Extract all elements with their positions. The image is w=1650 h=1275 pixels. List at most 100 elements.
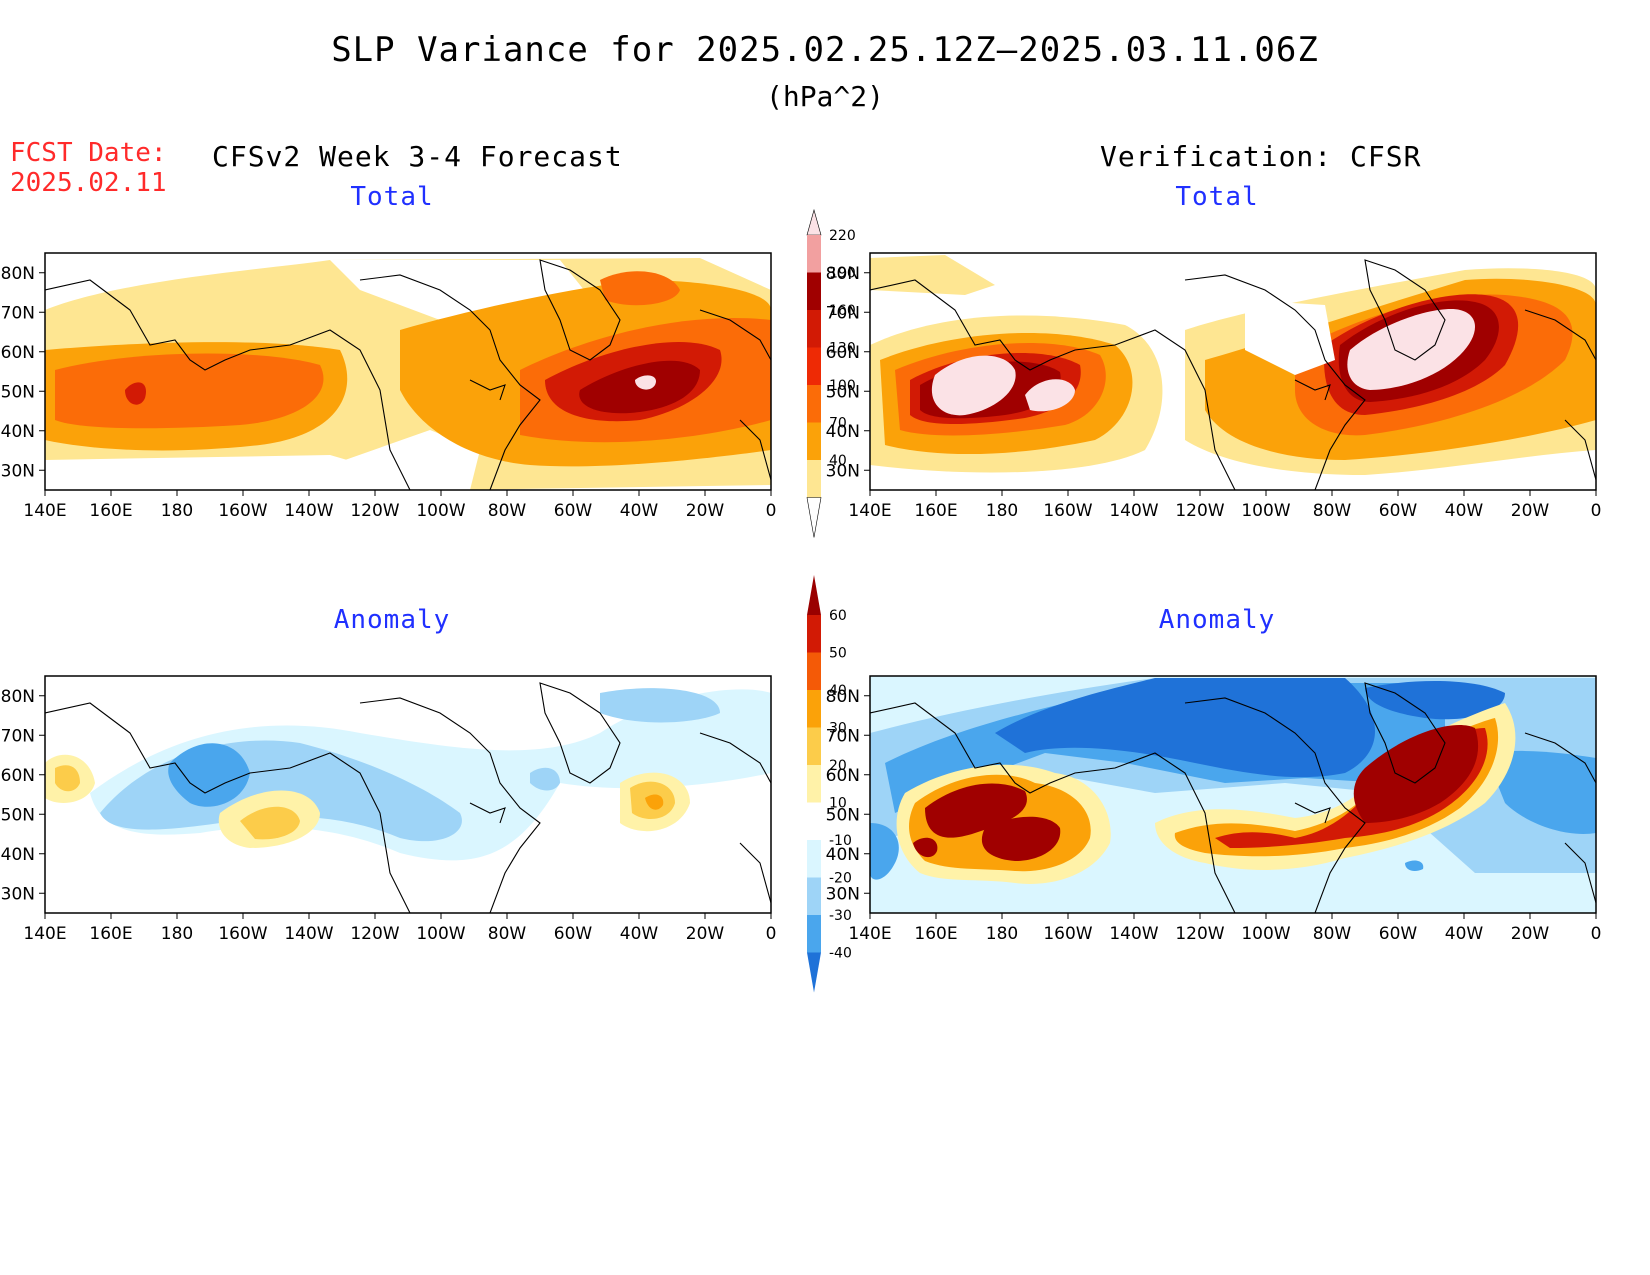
colorbar-arrow-bottom — [806, 497, 822, 538]
colorbar-label: -20 — [829, 871, 852, 887]
lon-tick-label: 0 — [766, 924, 777, 944]
lat-tick-label: 60N — [1, 766, 35, 786]
colorbar-label: 10 — [829, 796, 847, 812]
lon-tick-label: 140E — [848, 924, 891, 944]
lon-tick-label: 40W — [620, 924, 659, 944]
lat-tick-label: 80N — [826, 687, 860, 707]
lat-tick-label: 80N — [1, 687, 35, 707]
verification-heading: Verification: CFSR — [1100, 140, 1422, 173]
lon-tick-label: 120W — [1175, 501, 1224, 521]
map-axes: 140E 160E 180 160W 140W 120W 100W 80W 60W 40W 20W 0… — [826, 264, 1602, 521]
lon-tick-label: 120W — [350, 501, 399, 521]
lat-tick-label: 40N — [1, 845, 35, 865]
lon-tick-label: 100W — [416, 924, 465, 944]
fcst-date-label: FCST Date: — [10, 138, 167, 168]
lat-tick-label: 60N — [826, 766, 860, 786]
colorbar-label: 100 — [829, 378, 856, 394]
lat-tick-label: 50N — [826, 382, 860, 402]
lat-tick-label: 70N — [826, 303, 860, 323]
forecast-anomaly-map: 140E 160E 180 160W 140W 120W 100W 80W 60W 40W 20W 0… — [1, 675, 777, 944]
lon-tick-label: 60W — [1379, 924, 1418, 944]
panel-title-forecast-total: Total — [350, 182, 434, 212]
lat-tick-label: 40N — [1, 422, 35, 442]
lat-tick-label: 40N — [826, 845, 860, 865]
units-label: (hPa^2) — [765, 80, 884, 113]
map-frame — [44, 675, 772, 914]
colorbar-label: 50 — [829, 646, 847, 662]
colorbar-swatch — [807, 652, 821, 690]
forecast-total-map: 140E 160E 180 160W 140W 120W 100W 80W 60W 40W 20W 0… — [1, 252, 777, 521]
lon-tick-label: 20W — [686, 924, 725, 944]
lat-tick-label: 30N — [1, 461, 35, 481]
total-colorbar: 40 70 100 130 160 190 220 — [806, 208, 856, 538]
lat-tick-label: 30N — [826, 884, 860, 904]
colorbar-swatch — [807, 422, 821, 460]
lon-tick-label: 180 — [986, 924, 1018, 944]
anomaly-colorbar: 60 50 40 30 20 10 -10 -20 -30 -40 — [807, 575, 852, 993]
map-axes: 140E 160E 180 160W 140W 120W 100W 80W 60W 40W 20W 0… — [826, 687, 1602, 944]
panel-title-forecast-anomaly: Anomaly — [333, 605, 451, 635]
lon-tick-label: 120W — [1175, 924, 1224, 944]
lon-tick-label: 80W — [488, 501, 527, 521]
colorbar-arrow-top — [807, 575, 821, 615]
colorbar-label: 60 — [829, 608, 847, 624]
colorbar-label: 30 — [829, 721, 847, 737]
lon-tick-label: 120W — [350, 924, 399, 944]
lon-tick-label: 0 — [1591, 501, 1602, 521]
lon-tick-label: 140E — [23, 501, 66, 521]
lon-tick-label: 100W — [416, 501, 465, 521]
lon-tick-label: 180 — [161, 924, 193, 944]
colorbar-swatch — [807, 727, 821, 765]
lat-tick-label: 30N — [826, 461, 860, 481]
lon-tick-label: 160E — [89, 924, 132, 944]
lon-tick-label: 140W — [284, 501, 333, 521]
colorbar-swatch — [807, 840, 821, 878]
colorbar-swatch — [807, 765, 821, 803]
lat-tick-label: 70N — [1, 303, 35, 323]
colorbar-arrow-top — [806, 208, 822, 236]
forecast-total-field — [45, 253, 771, 490]
lon-tick-label: 160W — [1043, 501, 1092, 521]
lon-tick-label: 160W — [1043, 924, 1092, 944]
lat-tick-label: 70N — [826, 726, 860, 746]
colorbar-label: 190 — [829, 266, 856, 282]
map-frame — [869, 252, 1597, 491]
forecast-anomaly-field — [45, 676, 771, 913]
lon-tick-label: 140W — [284, 924, 333, 944]
lat-tick-label: 40N — [826, 422, 860, 442]
lon-tick-label: 60W — [1379, 501, 1418, 521]
colorbar-swatch — [807, 802, 821, 840]
lon-tick-label: 80W — [488, 924, 527, 944]
verification-anomaly-map: 140E 160E 180 160W 140W 120W 100W 80W 60W 40W 20W 0… — [826, 675, 1602, 944]
coastline-icon — [45, 259, 771, 490]
lon-tick-label: 160W — [218, 924, 267, 944]
lon-tick-label: 160E — [914, 924, 957, 944]
lon-tick-label: 180 — [161, 501, 193, 521]
lon-tick-label: 60W — [554, 924, 593, 944]
lon-tick-label: 160W — [218, 501, 267, 521]
coastline-icon — [870, 682, 1596, 913]
colorbar-swatch — [807, 460, 821, 498]
colorbar-label: 20 — [829, 758, 847, 774]
verification-total-map: 140E 160E 180 160W 140W 120W 100W 80W 60W 40W 20W 0… — [826, 252, 1602, 521]
lon-tick-label: 0 — [1591, 924, 1602, 944]
lon-tick-label: 40W — [1445, 924, 1484, 944]
colorbar-swatch — [807, 272, 821, 310]
colorbar-label: 220 — [829, 228, 856, 244]
lon-tick-label: 180 — [986, 501, 1018, 521]
forecast-heading: CFSv2 Week 3-4 Forecast — [212, 140, 623, 173]
map-axes: 140E 160E 180 160W 140W 120W 100W 80W 60W 40W 20W 0… — [1, 264, 777, 521]
lat-tick-label: 70N — [1, 726, 35, 746]
colorbar-label: 70 — [829, 416, 847, 432]
lat-tick-label: 80N — [1, 264, 35, 284]
colorbar-swatch — [807, 877, 821, 915]
lon-tick-label: 100W — [1241, 501, 1290, 521]
lon-tick-label: 40W — [620, 501, 659, 521]
lon-tick-label: 140W — [1109, 501, 1158, 521]
lon-tick-label: 80W — [1313, 924, 1352, 944]
lat-tick-label: 60N — [1, 343, 35, 363]
map-frame — [44, 252, 772, 491]
colorbar-label: -10 — [829, 833, 852, 849]
lon-tick-label: 140W — [1109, 924, 1158, 944]
lon-tick-label: 160E — [914, 501, 957, 521]
